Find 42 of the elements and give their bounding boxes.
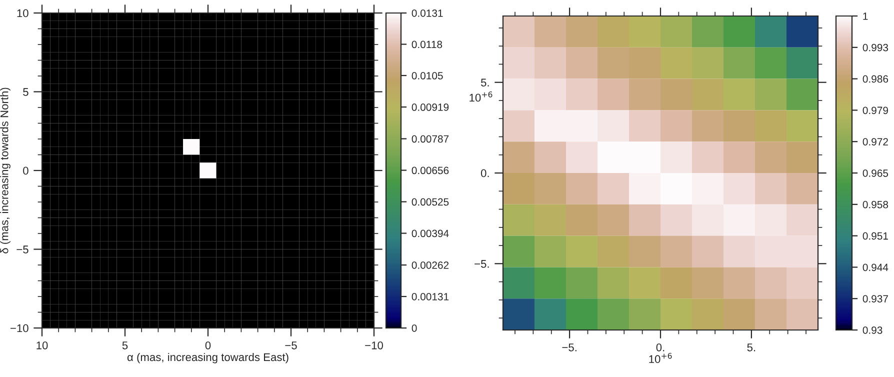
x-tick-label: 10 [36,341,48,350]
color-bar-label: 0.93 [862,326,882,334]
color-bar-label: 0.944 [862,264,888,272]
y-tick-label: −5. [474,260,489,268]
color-bar-label: 0.958 [862,200,888,208]
y-tick-label: 0 [23,166,28,175]
y-tick-label: −10 [10,324,28,332]
color-bar-label: 0.0131 [412,10,443,17]
y-tick-label: 0. [480,169,489,178]
y-tick-label: 5. [480,78,489,86]
color-bar-label: 0.00919 [412,104,449,111]
x-tick-label: 0 [205,341,211,350]
color-bar-label: 0.00656 [412,166,449,174]
color-bar-label: 0.937 [862,295,888,302]
color-bar-label: 0.951 [862,232,888,240]
y-tick-label: 10 [17,9,28,18]
color-bar-label: 0.00131 [412,293,449,300]
x-axis-title: 10$^{+6}$ [649,352,672,364]
x-tick-label: −5. [562,344,576,352]
x-tick-label: 5 [122,342,128,350]
x-tick-label: −5 [285,342,297,350]
color-bar-label: 0.00394 [412,230,449,238]
color-bar-label: 0.965 [862,170,888,177]
color-bar-label: 0.00262 [412,262,449,269]
color-bar-label: 1 [863,12,868,20]
color-bar-label: 0.00525 [412,198,449,206]
y-axis-title: 10$^{+6}$ [470,92,492,102]
color-bar-label: 0.00787 [412,135,449,143]
x-tick-label: 0. [656,343,664,352]
color-bar-label: 0.979 [862,106,888,114]
color-bar-label: 0.986 [862,75,888,83]
color-bar-label: 0 [412,324,417,332]
y-tick-label: 5 [23,88,28,96]
color-bar-label: 0.993 [862,44,888,52]
color-bar-label: 0.0105 [412,72,443,80]
x-tick-label: 5. [747,344,756,352]
x-axis-title: α (mas, increasing towards East) [127,352,288,364]
color-bar-label: 0.0118 [412,40,442,48]
color-bar-label: 0.972 [862,138,888,146]
y-tick-label: −5 [16,246,28,254]
x-tick-label: −10 [365,341,383,350]
y-axis-title: δ (mas, increasing towards North) [0,88,10,254]
